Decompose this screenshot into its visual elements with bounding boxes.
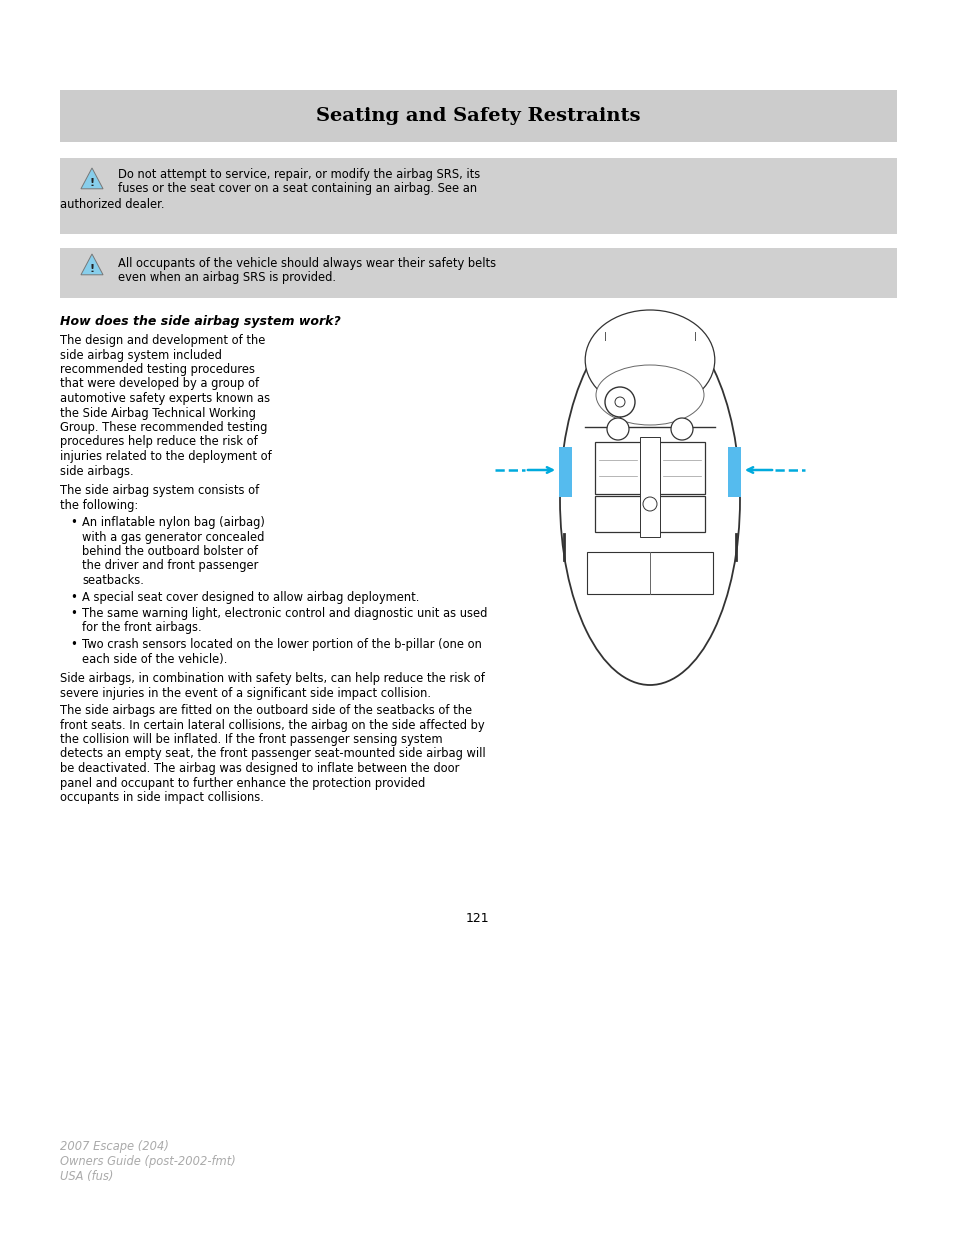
Text: side airbags.: side airbags. xyxy=(60,464,133,478)
Text: with a gas generator concealed: with a gas generator concealed xyxy=(82,531,264,543)
Text: the collision will be inflated. If the front passenger sensing system: the collision will be inflated. If the f… xyxy=(60,734,442,746)
Text: for the front airbags.: for the front airbags. xyxy=(82,621,201,635)
Text: The same warning light, electronic control and diagnostic unit as used: The same warning light, electronic contr… xyxy=(82,606,487,620)
Text: 2007 Escape (204): 2007 Escape (204) xyxy=(60,1140,169,1153)
Bar xyxy=(639,437,659,537)
Circle shape xyxy=(604,387,635,417)
Bar xyxy=(558,447,572,496)
Bar xyxy=(659,442,704,494)
Text: recommended testing procedures: recommended testing procedures xyxy=(60,363,254,375)
Bar xyxy=(595,496,640,532)
Bar xyxy=(586,552,712,594)
Text: 121: 121 xyxy=(465,911,488,925)
Text: each side of the vehicle).: each side of the vehicle). xyxy=(82,652,227,666)
Text: Group. These recommended testing: Group. These recommended testing xyxy=(60,421,267,433)
Text: Seating and Safety Restraints: Seating and Safety Restraints xyxy=(315,107,639,125)
Text: fuses or the seat cover on a seat containing an airbag. See an: fuses or the seat cover on a seat contai… xyxy=(118,182,476,195)
Polygon shape xyxy=(81,168,103,189)
Text: The side airbag system consists of: The side airbag system consists of xyxy=(60,484,259,496)
Text: •: • xyxy=(70,638,77,651)
Text: panel and occupant to further enhance the protection provided: panel and occupant to further enhance th… xyxy=(60,777,425,789)
Text: !: ! xyxy=(90,264,94,274)
Text: How does the side airbag system work?: How does the side airbag system work? xyxy=(60,315,340,329)
Text: •: • xyxy=(70,606,77,620)
Bar xyxy=(727,447,740,496)
Text: be deactivated. The airbag was designed to inflate between the door: be deactivated. The airbag was designed … xyxy=(60,762,459,776)
Text: that were developed by a group of: that were developed by a group of xyxy=(60,378,259,390)
Text: the following:: the following: xyxy=(60,499,138,511)
Text: •: • xyxy=(70,516,77,529)
Text: The design and development of the: The design and development of the xyxy=(60,333,265,347)
Text: the Side Airbag Technical Working: the Side Airbag Technical Working xyxy=(60,406,255,420)
Circle shape xyxy=(606,417,628,440)
Text: USA (fus): USA (fus) xyxy=(60,1170,113,1183)
Text: severe injuries in the event of a significant side impact collision.: severe injuries in the event of a signif… xyxy=(60,687,431,699)
Text: authorized dealer.: authorized dealer. xyxy=(60,198,164,211)
Text: The side airbags are fitted on the outboard side of the seatbacks of the: The side airbags are fitted on the outbo… xyxy=(60,704,472,718)
Bar xyxy=(60,248,896,298)
Text: seatbacks.: seatbacks. xyxy=(82,574,144,587)
Text: detects an empty seat, the front passenger seat-mounted side airbag will: detects an empty seat, the front passeng… xyxy=(60,747,485,761)
Circle shape xyxy=(670,417,692,440)
Text: automotive safety experts known as: automotive safety experts known as xyxy=(60,391,270,405)
Text: procedures help reduce the risk of: procedures help reduce the risk of xyxy=(60,436,257,448)
Ellipse shape xyxy=(559,315,740,685)
Bar xyxy=(60,90,896,142)
Circle shape xyxy=(615,396,624,408)
Bar xyxy=(595,442,640,494)
Text: An inflatable nylon bag (airbag): An inflatable nylon bag (airbag) xyxy=(82,516,265,529)
Text: •: • xyxy=(70,590,77,604)
Text: Owners Guide (post-2002-fmt): Owners Guide (post-2002-fmt) xyxy=(60,1155,235,1168)
Ellipse shape xyxy=(596,366,703,425)
Text: side airbag system included: side airbag system included xyxy=(60,348,222,362)
Bar xyxy=(659,496,704,532)
Polygon shape xyxy=(81,254,103,275)
Text: Do not attempt to service, repair, or modify the airbag SRS, its: Do not attempt to service, repair, or mo… xyxy=(118,168,479,182)
Text: occupants in side impact collisions.: occupants in side impact collisions. xyxy=(60,790,264,804)
Text: A special seat cover designed to allow airbag deployment.: A special seat cover designed to allow a… xyxy=(82,590,419,604)
Text: Side airbags, in combination with safety belts, can help reduce the risk of: Side airbags, in combination with safety… xyxy=(60,672,484,685)
Text: injuries related to the deployment of: injuries related to the deployment of xyxy=(60,450,272,463)
Text: even when an airbag SRS is provided.: even when an airbag SRS is provided. xyxy=(118,270,335,284)
Text: behind the outboard bolster of: behind the outboard bolster of xyxy=(82,545,257,558)
Text: the driver and front passenger: the driver and front passenger xyxy=(82,559,258,573)
Bar xyxy=(60,158,896,233)
Text: front seats. In certain lateral collisions, the airbag on the side affected by: front seats. In certain lateral collisio… xyxy=(60,719,484,731)
Ellipse shape xyxy=(584,310,714,410)
Text: All occupants of the vehicle should always wear their safety belts: All occupants of the vehicle should alwa… xyxy=(118,257,496,270)
Text: Two crash sensors located on the lower portion of the b-pillar (one on: Two crash sensors located on the lower p… xyxy=(82,638,481,651)
Circle shape xyxy=(642,496,657,511)
Text: !: ! xyxy=(90,178,94,188)
